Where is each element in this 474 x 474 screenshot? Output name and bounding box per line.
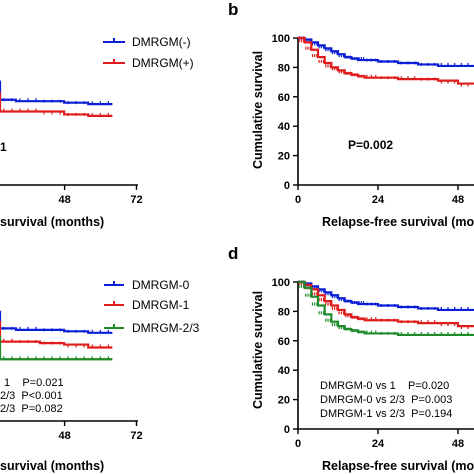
panel-c-legend: DMRGM-0 DMRGM-1 DMRGM-2/3 bbox=[104, 278, 200, 335]
panel-a-legend: DMRGM(-) DMRGM(+) bbox=[103, 35, 194, 70]
panel-d-annotation-1: DMRGM-0 vs 1 P=0.020 bbox=[320, 380, 449, 392]
panel-c-x-tick-label-72: 72 bbox=[130, 430, 142, 442]
panel-d-curve-dmrgm-1 bbox=[298, 280, 474, 328]
panel-c-annotation-2: 2/3 P<0.001 bbox=[0, 390, 63, 402]
panel-b-y-tick-label-20: 20 bbox=[278, 151, 290, 163]
panel-c-curve-dmrgm-1 bbox=[0, 321, 113, 349]
panel-a-x-tick-label-48: 48 bbox=[58, 194, 70, 206]
panel-d-y-tick-label-100: 100 bbox=[272, 277, 290, 289]
panel-d-annotation-2: DMRGM-0 vs 2/3 P=0.003 bbox=[320, 394, 452, 406]
panel-c-legend-label-dmrgm-1: DMRGM-1 bbox=[132, 298, 190, 312]
panel-a-annotation: 1 bbox=[0, 140, 7, 154]
panel-a-curve-dmrgm bbox=[0, 80, 113, 106]
panel-d-annotation-3: DMRGM-1 vs 2/3 P=0.194 bbox=[320, 408, 452, 420]
panel-b-letter: b bbox=[228, 0, 238, 19]
panel-c: 48 72 survival (months) 1 P=0.021 2/3 P<… bbox=[0, 278, 200, 473]
panel-b-y-axis-title: Cumulative survival bbox=[251, 51, 265, 169]
panel-d-y-tick-label-80: 80 bbox=[278, 306, 290, 318]
panel-d-x-tick-label-48: 48 bbox=[452, 438, 464, 450]
panel-d-x-tick-label-24: 24 bbox=[372, 438, 385, 450]
panel-b-p-value: P=0.002 bbox=[348, 138, 393, 152]
panel-a-plot-area bbox=[0, 80, 113, 118]
panel-d-y-tick-label-40: 40 bbox=[278, 365, 290, 377]
panel-b-x-axis-title: Relapse-free survival (mon bbox=[322, 215, 474, 229]
panel-c-x-tick-label-48: 48 bbox=[58, 430, 70, 442]
panel-d-y-tick-label-20: 20 bbox=[278, 395, 290, 407]
panel-b-x-tick-label-24: 24 bbox=[372, 194, 385, 206]
panel-a: 48 72 survival (months) 1 DMRGM(-) DMRGM… bbox=[0, 35, 194, 229]
panel-d-y-tick-label-60: 60 bbox=[278, 336, 290, 348]
panel-a-curve-dmrgm bbox=[0, 92, 113, 118]
panel-a-legend-label-dmrgm-pos: DMRGM(+) bbox=[132, 56, 194, 70]
panel-d-y-axis-title: Cumulative survival bbox=[251, 291, 265, 409]
panel-d-plot-area bbox=[298, 280, 474, 337]
panel-a-x-axis-title: survival (months) bbox=[0, 215, 104, 229]
panel-c-legend-label-dmrgm-0: DMRGM-0 bbox=[132, 278, 190, 292]
panel-d-x-axis-title: Relapse-free survival (mon bbox=[322, 459, 474, 473]
panel-d-ticks: 0 20 40 60 80 100 0 24 48 bbox=[272, 277, 464, 450]
panel-c-annotation-1: 1 P=0.021 bbox=[4, 377, 64, 389]
panel-d-letter: d bbox=[228, 244, 238, 263]
panel-c-x-axis-title: survival (months) bbox=[0, 459, 104, 473]
panel-b-y-tick-label-40: 40 bbox=[278, 121, 290, 133]
panel-d-x-tick-label-0: 0 bbox=[295, 438, 301, 450]
panel-a-x-tick-label-72: 72 bbox=[130, 194, 142, 206]
panel-b-x-tick-label-48: 48 bbox=[452, 194, 464, 206]
panel-b-plot-area bbox=[298, 36, 474, 87]
panel-c-annotation-3: 2/3 P=0.082 bbox=[0, 403, 63, 415]
panel-b-x-tick-label-0: 0 bbox=[295, 194, 301, 206]
panel-b-y-tick-label-60: 60 bbox=[278, 92, 290, 104]
panel-b-y-tick-label-100: 100 bbox=[272, 33, 290, 45]
panel-d-curve-dmrgm-2-3 bbox=[298, 280, 474, 337]
panel-b-curve-dmrgm bbox=[298, 36, 474, 85]
panel-b-ticks: 0 20 40 60 80 100 0 24 48 bbox=[272, 33, 464, 206]
panel-b-y-tick-label-80: 80 bbox=[278, 62, 290, 74]
panel-b-y-tick-label-0: 0 bbox=[284, 180, 290, 192]
panel-c-curve-dmrgm-0 bbox=[0, 310, 113, 334]
panel-c-curve-dmrgm-2-3 bbox=[0, 335, 113, 361]
panel-c-legend-label-dmrgm-23: DMRGM-2/3 bbox=[132, 321, 200, 335]
panel-c-plot-area bbox=[0, 310, 113, 361]
panel-a-legend-label-dmrgm-neg: DMRGM(-) bbox=[132, 35, 191, 49]
panel-d-y-tick-label-0: 0 bbox=[284, 424, 290, 436]
